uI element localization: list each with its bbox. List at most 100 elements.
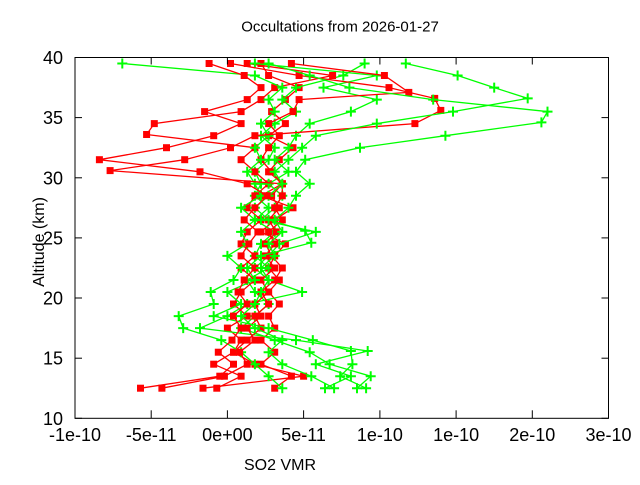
square-marker (243, 360, 251, 368)
square-marker (275, 276, 283, 284)
x-tick-label: 3e-10 (585, 425, 631, 445)
plus-marker (263, 130, 274, 141)
square-marker (240, 276, 248, 284)
square-marker (431, 94, 439, 102)
plus-marker (283, 154, 294, 165)
square-marker (263, 192, 271, 200)
plus-marker (263, 323, 274, 334)
square-marker (243, 336, 251, 344)
plus-marker (304, 70, 315, 81)
square-marker (237, 240, 245, 248)
square-marker (251, 312, 259, 320)
plus-marker (228, 275, 239, 285)
square-marker (230, 348, 237, 356)
x-tick-label: 5e-11 (281, 425, 326, 445)
plus-marker (222, 250, 233, 261)
square-marker (137, 384, 144, 392)
plus-marker (277, 94, 288, 105)
y-tick-label: 25 (43, 228, 63, 248)
plus-marker (277, 226, 288, 237)
plus-marker (283, 202, 294, 213)
square-marker (227, 60, 234, 67)
square-marker (411, 120, 419, 128)
square-marker (228, 336, 236, 344)
square-marker (201, 108, 209, 116)
plot-border (74, 57, 609, 419)
x-tick-label: 0e+00 (202, 425, 253, 445)
square-marker (205, 60, 213, 67)
occultation-red-1 (95, 60, 271, 392)
square-marker (287, 60, 295, 67)
plus-marker (263, 371, 274, 382)
plus-marker (249, 323, 260, 334)
square-marker (214, 348, 222, 356)
square-marker (281, 240, 289, 248)
square-marker (163, 144, 170, 152)
plus-marker (263, 58, 274, 69)
y-tick-label: 10 (43, 409, 63, 429)
plus-marker (329, 383, 340, 394)
plus-marker (269, 250, 280, 261)
square-marker (329, 72, 337, 79)
y-tick-label: 35 (43, 108, 63, 128)
plus-marker (291, 335, 301, 346)
square-marker (237, 324, 245, 332)
square-marker (295, 96, 303, 104)
plus-marker (222, 287, 233, 297)
plus-marker (318, 82, 329, 93)
square-marker (251, 252, 259, 260)
plus-marker (310, 226, 321, 237)
square-marker (265, 144, 273, 152)
plus-marker (344, 82, 355, 93)
plus-marker (536, 117, 547, 128)
square-marker (257, 360, 265, 368)
plus-marker (297, 287, 308, 297)
plus-marker (489, 82, 500, 93)
data-series-layer (95, 58, 553, 394)
occultation-red-3-line (202, 62, 411, 389)
plus-marker (362, 346, 373, 356)
plus-marker (347, 359, 358, 370)
plus-marker (249, 214, 260, 225)
square-marker (216, 372, 224, 380)
plus-marker (335, 371, 346, 382)
square-marker (271, 348, 279, 356)
plus-marker (173, 311, 184, 322)
square-marker (251, 192, 259, 200)
square-marker (230, 300, 237, 308)
square-marker (265, 300, 273, 308)
square-marker (272, 228, 280, 236)
plus-marker (428, 94, 439, 105)
square-marker (265, 228, 273, 236)
plus-marker (249, 299, 260, 309)
plus-marker (291, 190, 301, 201)
square-marker (287, 372, 295, 380)
plus-marker (345, 106, 356, 117)
plus-marker (256, 287, 266, 297)
plus-marker (310, 359, 321, 370)
plus-marker (448, 106, 458, 117)
square-marker (271, 264, 279, 272)
x-tick-label: -5e-11 (126, 425, 177, 445)
square-marker (257, 84, 265, 92)
occultation-green-1 (236, 58, 553, 394)
plus-marker (355, 142, 365, 153)
plus-marker (277, 359, 288, 370)
plus-marker (345, 371, 356, 382)
x-tick-label: -1e-10 (49, 425, 101, 445)
plus-marker (269, 106, 280, 117)
plus-marker (345, 346, 356, 356)
square-marker (237, 252, 245, 260)
occultation-green-5-line (239, 62, 373, 389)
plus-marker (310, 130, 321, 141)
plus-marker (256, 263, 266, 273)
plus-marker (440, 130, 451, 141)
square-marker (271, 204, 279, 212)
occultation-green-3-line (122, 62, 284, 389)
plus-marker (304, 178, 315, 189)
plus-marker (365, 371, 376, 382)
occultation-red-2 (106, 60, 445, 392)
square-marker (289, 108, 297, 116)
plus-marker (236, 311, 247, 322)
square-marker (251, 204, 259, 212)
